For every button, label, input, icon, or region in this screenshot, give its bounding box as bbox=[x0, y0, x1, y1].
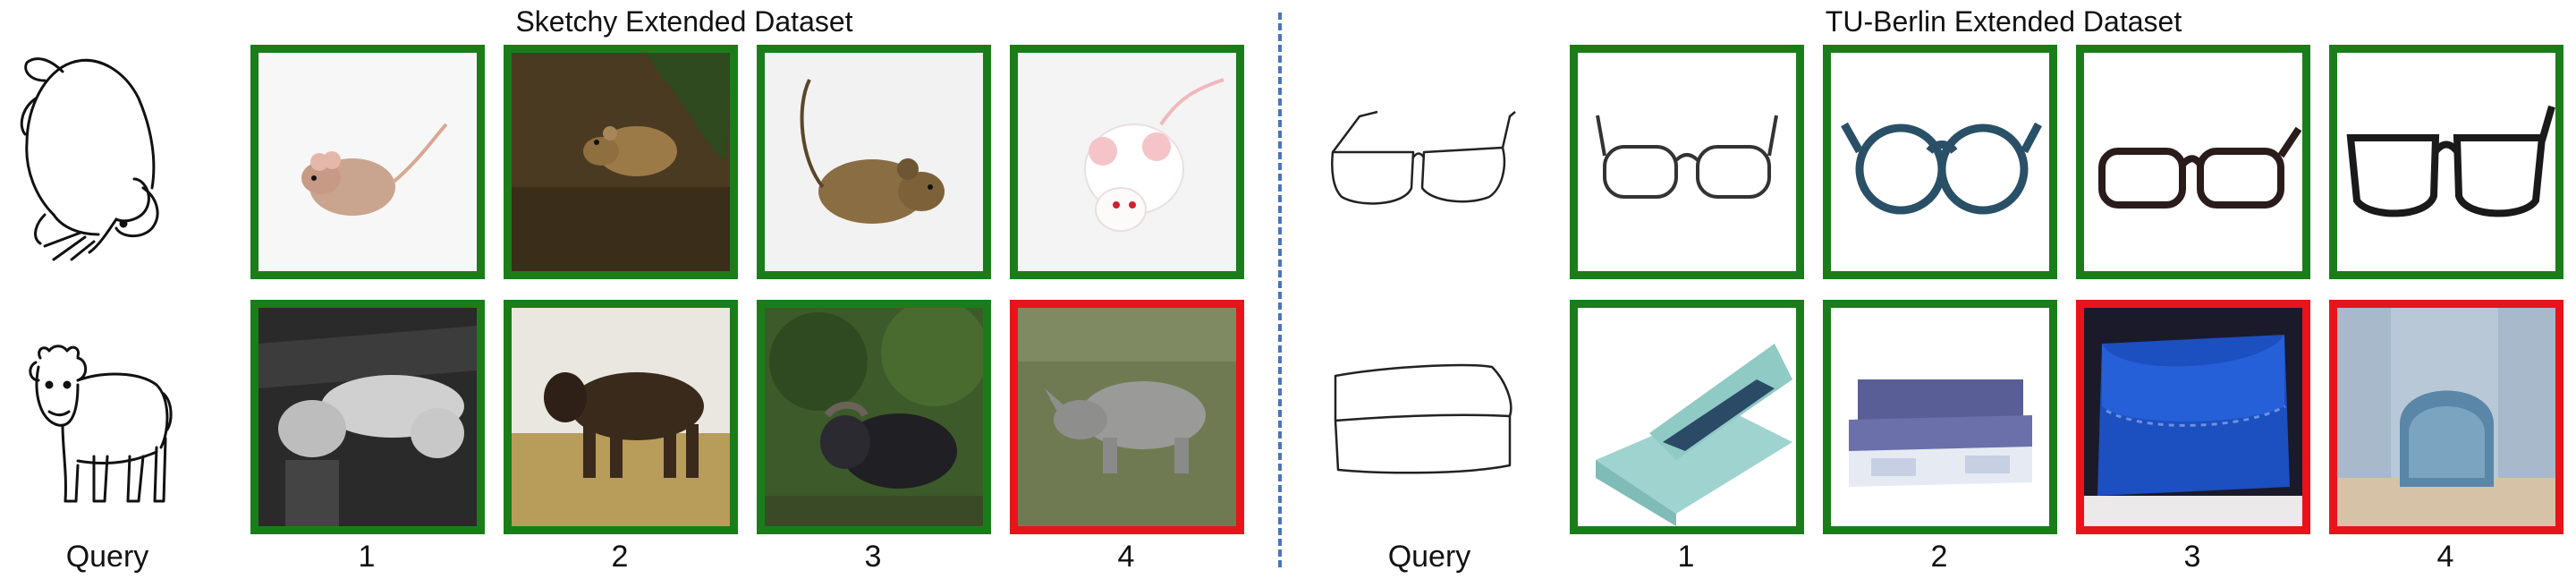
cattle-photo-icon bbox=[258, 308, 477, 526]
rhino-photo-icon bbox=[1018, 308, 1236, 526]
rank-label: 1 bbox=[358, 540, 376, 574]
eyeglasses-photo-icon bbox=[2337, 53, 2555, 271]
result-tile bbox=[250, 45, 485, 279]
mouse-sketch-icon bbox=[9, 45, 170, 261]
result-tile-incorrect bbox=[2076, 300, 2310, 534]
result-tile bbox=[2329, 45, 2563, 279]
result-tile bbox=[1570, 45, 1804, 279]
result-tile-incorrect bbox=[2329, 300, 2563, 534]
cow-sketch-icon bbox=[22, 340, 174, 510]
white-mouse-photo-icon bbox=[1018, 53, 1236, 271]
result-tile bbox=[2076, 45, 2310, 279]
rank-label: 4 bbox=[1117, 540, 1135, 574]
panel-title-sketchy: Sketchy Extended Dataset bbox=[515, 5, 853, 38]
panel-title-tu-berlin: TU-Berlin Extended Dataset bbox=[1825, 5, 2182, 38]
result-tile bbox=[1570, 300, 1804, 534]
result-tile bbox=[1823, 45, 2057, 279]
coin-purse-photo-icon bbox=[2337, 308, 2555, 526]
rank-label: 3 bbox=[2183, 540, 2201, 574]
buffalo-photo-icon bbox=[765, 308, 983, 526]
result-tile bbox=[504, 45, 738, 279]
mouse-photo-icon bbox=[512, 53, 730, 271]
couch-sketch-icon bbox=[1331, 358, 1519, 483]
result-tile bbox=[757, 45, 991, 279]
cow-photo-icon bbox=[512, 308, 730, 526]
result-tile bbox=[1823, 300, 2057, 534]
rank-label: 2 bbox=[611, 540, 629, 574]
result-tile bbox=[757, 300, 991, 534]
result-tile-incorrect bbox=[1010, 300, 1244, 534]
sofa-photo-icon bbox=[1831, 308, 2049, 526]
query-label: Query bbox=[1387, 540, 1471, 574]
eyeglasses-photo-icon bbox=[1831, 53, 2049, 271]
rank-label: 4 bbox=[2436, 540, 2454, 574]
result-tile bbox=[1010, 45, 1244, 279]
rank-label: 3 bbox=[864, 540, 882, 574]
mouse-photo-icon bbox=[765, 53, 983, 271]
rank-label: 2 bbox=[1930, 540, 1948, 574]
result-tile bbox=[504, 300, 738, 534]
eyeglasses-sketch-icon bbox=[1324, 98, 1521, 215]
mouse-photo-icon bbox=[258, 53, 477, 271]
eyeglasses-photo-icon bbox=[1578, 53, 1796, 271]
panel-divider bbox=[1278, 13, 1282, 567]
query-label: Query bbox=[65, 540, 149, 574]
eyeglasses-photo-icon bbox=[2084, 53, 2302, 271]
blue-purse-photo-icon bbox=[2084, 308, 2302, 526]
result-tile bbox=[250, 300, 485, 534]
storage-bed-photo-icon bbox=[1578, 308, 1796, 526]
rank-label: 1 bbox=[1677, 540, 1695, 574]
